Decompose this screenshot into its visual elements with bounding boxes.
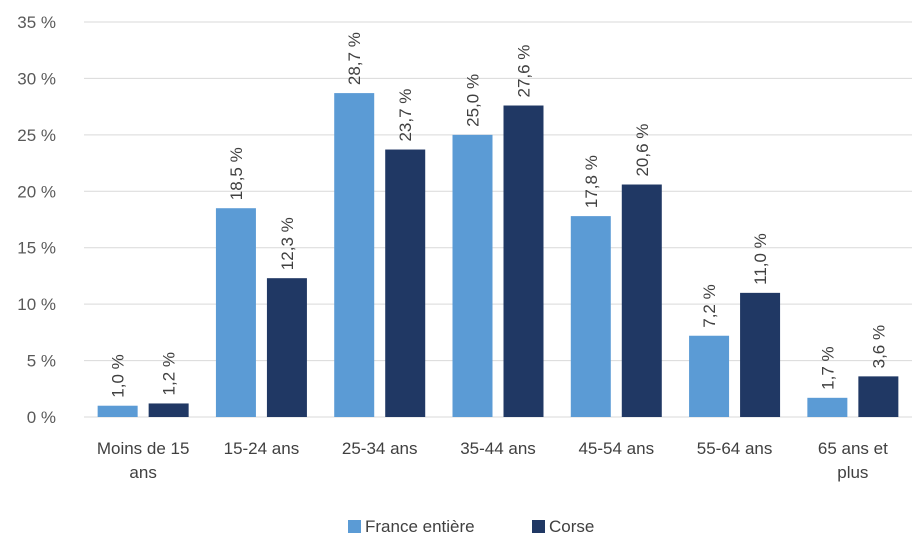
bar-corse (266, 278, 307, 417)
y-tick-label: 20 % (17, 182, 56, 201)
x-axis-categories: Moins de 15 ans 15-24 ans 25-34 ans 35-44 an… (97, 439, 888, 482)
data-label: 18,5 % (227, 147, 246, 200)
bar-corse (740, 292, 781, 417)
legend-swatch (532, 520, 545, 533)
bar-france-entière (334, 93, 375, 417)
legend-label: France entière (365, 517, 475, 536)
y-tick-label: 25 % (17, 126, 56, 145)
bar-corse (858, 376, 899, 417)
legend-swatch (348, 520, 361, 533)
bar-france-entière (215, 208, 256, 417)
data-labels: 1,0 % 18,5 % 28,7 % 25,0 % 17,8 % 7,2 % 1,7 % 1… (109, 32, 889, 398)
y-tick-label: 35 % (17, 13, 56, 32)
data-label: 7,2 % (700, 284, 719, 327)
y-tick-label: 30 % (17, 69, 56, 88)
category-label: 35-44 ans (460, 439, 536, 458)
data-label: 11,0 % (751, 233, 770, 285)
data-label: 20,6 % (633, 124, 652, 177)
legend-label: Corse (549, 517, 594, 536)
category-label: 45-54 ans (578, 439, 654, 458)
category-label: 25-34 ans (342, 439, 418, 458)
category-label: 55-64 ans (697, 439, 773, 458)
bar-france-entière (689, 335, 730, 417)
bar-corse (148, 403, 189, 417)
data-label: 27,6 % (515, 45, 534, 98)
bar-france-entière (570, 216, 611, 417)
data-label: 1,0 % (109, 354, 128, 397)
legend: France entière Corse (348, 517, 594, 536)
category-label: 15-24 ans (224, 439, 300, 458)
bar-corse (621, 184, 662, 417)
data-label: 1,7 % (818, 346, 837, 389)
bar-france-entière (97, 405, 138, 417)
data-label: 23,7 % (396, 89, 415, 142)
bar-corse (385, 149, 426, 417)
y-axis-ticks: 0 % 5 % 10 % 15 % 20 % 25 % 30 % 35 % (17, 13, 56, 427)
gridlines (84, 21, 912, 418)
data-label: 25,0 % (464, 74, 483, 127)
bar-corse (503, 105, 544, 417)
data-label: 1,2 % (160, 352, 179, 395)
data-label: 17,8 % (582, 155, 601, 208)
category-label: 65 ans et plus (818, 439, 888, 482)
y-tick-label: 10 % (17, 295, 56, 314)
bar-france-entière (452, 134, 493, 417)
data-label: 3,6 % (869, 325, 888, 368)
y-tick-label: 0 % (27, 408, 56, 427)
bars (97, 93, 899, 417)
y-tick-label: 5 % (27, 352, 56, 371)
y-tick-label: 15 % (17, 239, 56, 258)
data-label: 28,7 % (345, 32, 364, 85)
category-label: Moins de 15 ans (97, 439, 190, 482)
bar-france-entière (807, 397, 848, 417)
data-label: 12,3 % (278, 217, 297, 270)
